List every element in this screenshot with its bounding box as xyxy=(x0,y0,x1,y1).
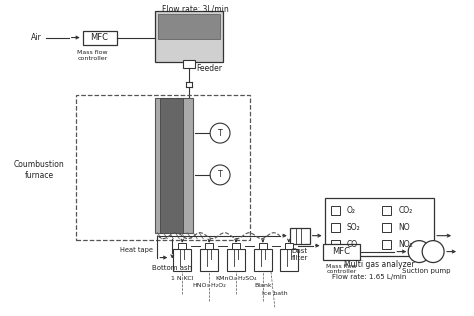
Bar xyxy=(173,249,191,270)
Text: Air: Air xyxy=(30,33,41,42)
Bar xyxy=(330,223,339,232)
Text: Mass flow
controller: Mass flow controller xyxy=(326,264,357,274)
Text: Multi gas analyzer: Multi gas analyzer xyxy=(344,259,415,269)
Circle shape xyxy=(210,165,230,185)
Bar xyxy=(290,228,310,244)
Text: T: T xyxy=(218,170,222,179)
Bar xyxy=(160,98,183,233)
Text: Suction pump: Suction pump xyxy=(402,268,450,274)
Text: SO₂: SO₂ xyxy=(346,223,360,232)
Bar xyxy=(200,249,218,270)
Text: 1 N KCl: 1 N KCl xyxy=(171,276,193,282)
Bar xyxy=(254,249,272,270)
Text: MFC: MFC xyxy=(333,247,351,256)
Text: T: T xyxy=(218,129,222,137)
Bar xyxy=(76,95,250,240)
Bar xyxy=(285,243,293,249)
Bar xyxy=(155,11,223,63)
Bar xyxy=(383,206,392,215)
Text: Blank: Blank xyxy=(254,283,272,289)
Circle shape xyxy=(408,241,430,263)
Circle shape xyxy=(422,241,444,263)
Bar xyxy=(158,14,220,39)
Bar xyxy=(259,243,267,249)
Text: Ice bath: Ice bath xyxy=(262,291,288,296)
Text: Feeder: Feeder xyxy=(196,64,222,73)
Bar xyxy=(323,244,360,259)
Text: HNO₃·H₂O₂: HNO₃·H₂O₂ xyxy=(192,283,226,289)
Text: CO: CO xyxy=(346,240,358,249)
Bar xyxy=(330,206,339,215)
Text: Flow rate: 3L/min: Flow rate: 3L/min xyxy=(162,4,228,13)
Circle shape xyxy=(210,123,230,143)
Text: Mass flow
controller: Mass flow controller xyxy=(77,51,108,61)
Bar xyxy=(325,198,434,256)
Text: Dust
filter: Dust filter xyxy=(292,248,308,261)
Text: Heat tape: Heat tape xyxy=(120,246,154,252)
Bar xyxy=(227,249,245,270)
Text: MFC: MFC xyxy=(91,33,109,42)
Text: O₂: O₂ xyxy=(346,206,356,215)
Bar xyxy=(205,243,213,249)
Bar xyxy=(178,243,186,249)
Text: CO₂: CO₂ xyxy=(398,206,412,215)
Text: Bottom ash: Bottom ash xyxy=(152,264,192,270)
Bar xyxy=(383,223,392,232)
Bar xyxy=(175,98,193,233)
Text: NO: NO xyxy=(398,223,410,232)
Bar xyxy=(330,240,339,249)
Bar xyxy=(383,240,392,249)
Text: Coumbustion
furnace: Coumbustion furnace xyxy=(13,160,64,180)
Bar xyxy=(280,249,298,270)
Text: KMnO₄·H₂SO₄: KMnO₄·H₂SO₄ xyxy=(215,276,257,282)
Bar xyxy=(183,60,195,68)
Bar xyxy=(232,243,240,249)
Text: Flow rate: 1.65 L/min: Flow rate: 1.65 L/min xyxy=(332,275,407,281)
Text: NO₂: NO₂ xyxy=(398,240,413,249)
Bar xyxy=(155,98,173,233)
Bar xyxy=(82,31,117,45)
